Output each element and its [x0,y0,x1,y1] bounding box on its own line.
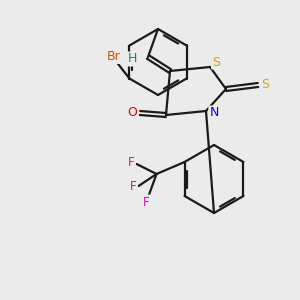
Text: H: H [127,52,137,65]
Text: S: S [212,56,220,68]
Text: F: F [128,157,135,169]
Text: F: F [130,181,137,194]
Text: O: O [127,106,137,119]
Text: S: S [261,79,269,92]
Text: F: F [143,196,150,208]
Text: N: N [209,106,219,119]
Text: Br: Br [106,50,120,63]
